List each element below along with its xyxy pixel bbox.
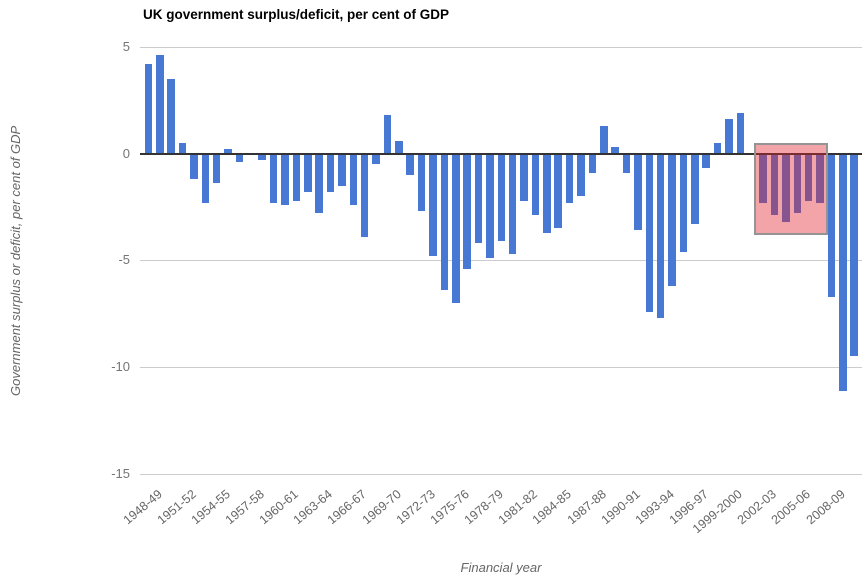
bar[interactable]	[759, 153, 767, 203]
bar[interactable]	[497, 153, 506, 241]
bar[interactable]	[429, 153, 437, 256]
bar[interactable]	[531, 153, 540, 216]
bar[interactable]	[679, 153, 688, 252]
bar[interactable]	[793, 153, 802, 214]
bar[interactable]	[156, 55, 164, 154]
y-tick-label: 0	[122, 145, 130, 161]
bar[interactable]	[702, 153, 710, 169]
bar[interactable]	[713, 142, 722, 154]
bar[interactable]	[144, 63, 153, 154]
bar[interactable]	[372, 153, 380, 165]
bar[interactable]	[645, 153, 654, 312]
bar[interactable]	[474, 153, 483, 244]
bar[interactable]	[190, 153, 198, 180]
bar[interactable]	[554, 153, 562, 229]
bar[interactable]	[395, 140, 403, 154]
y-tick-label: -5	[118, 252, 130, 268]
bar[interactable]	[508, 153, 517, 254]
bar[interactable]	[770, 153, 779, 216]
chart-title: UK government surplus/deficit, per cent …	[143, 7, 450, 22]
bar[interactable]	[577, 153, 585, 197]
bar[interactable]	[349, 153, 358, 205]
bar[interactable]	[622, 153, 631, 173]
bar[interactable]	[543, 153, 551, 233]
bar[interactable]	[269, 153, 278, 203]
bar[interactable]	[520, 153, 528, 201]
bar[interactable]	[736, 112, 745, 154]
bar[interactable]	[167, 78, 175, 154]
y-tick-label: -15	[111, 465, 130, 481]
bar[interactable]	[850, 153, 858, 357]
y-tick-label: 5	[122, 38, 130, 54]
gridline	[140, 367, 862, 368]
bar[interactable]	[235, 153, 244, 162]
bar[interactable]	[304, 153, 312, 192]
gridline	[140, 473, 862, 475]
bar[interactable]	[212, 153, 221, 184]
x-axis-title: Financial year	[460, 560, 542, 575]
bar[interactable]	[634, 153, 642, 231]
bar[interactable]	[463, 153, 471, 269]
bar[interactable]	[691, 153, 699, 224]
bar[interactable]	[178, 142, 187, 154]
bar[interactable]	[600, 125, 608, 154]
bar[interactable]	[725, 119, 733, 154]
bar[interactable]	[383, 115, 392, 154]
bar[interactable]	[486, 153, 494, 259]
bar[interactable]	[668, 153, 676, 286]
bar[interactable]	[656, 153, 665, 318]
bar[interactable]	[452, 153, 460, 303]
gridline	[140, 46, 862, 48]
bar[interactable]	[804, 153, 813, 201]
bar[interactable]	[417, 153, 426, 212]
bar[interactable]	[360, 153, 369, 237]
bar[interactable]	[292, 153, 301, 201]
bar[interactable]	[258, 153, 266, 160]
bar[interactable]	[338, 153, 346, 186]
bar[interactable]	[224, 149, 232, 154]
bar[interactable]	[565, 153, 574, 203]
bar[interactable]	[281, 153, 289, 205]
zero-line	[140, 152, 862, 155]
bar[interactable]	[827, 153, 836, 297]
bar[interactable]	[440, 153, 449, 291]
bar[interactable]	[201, 153, 210, 203]
y-tick-label: -10	[111, 359, 130, 374]
bar[interactable]	[839, 153, 847, 391]
bar[interactable]	[611, 147, 619, 154]
bar[interactable]	[782, 153, 790, 222]
bar[interactable]	[326, 153, 335, 192]
bar[interactable]	[588, 153, 597, 173]
highlight-box	[754, 142, 829, 235]
bar[interactable]	[406, 153, 414, 175]
gridline	[140, 260, 862, 262]
bar[interactable]	[816, 153, 824, 203]
bar[interactable]	[315, 153, 323, 214]
